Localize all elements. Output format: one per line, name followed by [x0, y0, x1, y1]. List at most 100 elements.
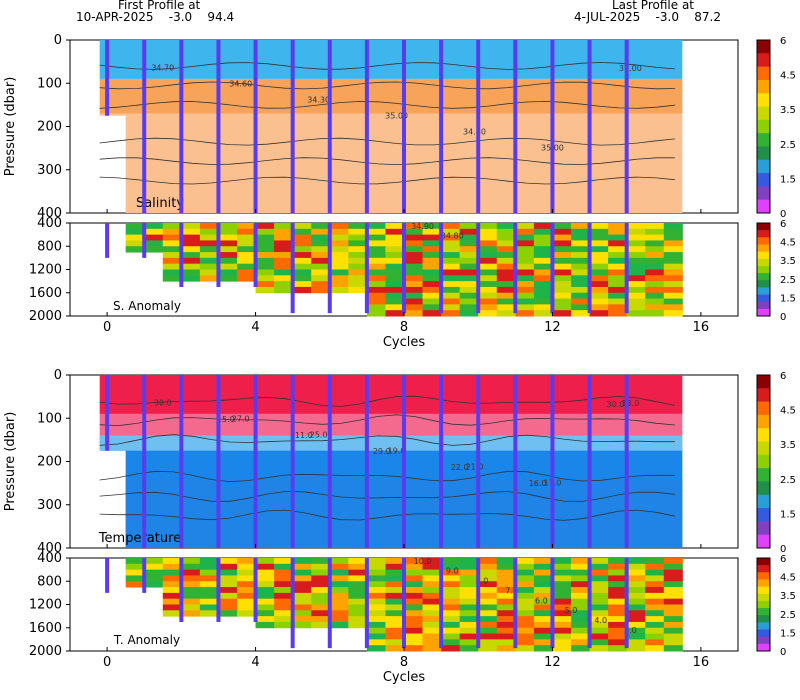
y-tick-label: 0: [54, 33, 62, 48]
anomaly-cell: [515, 610, 535, 617]
anomaly-cell: [645, 310, 665, 317]
anomaly-cell: [329, 234, 349, 241]
anomaly-cell: [552, 639, 572, 646]
anomaly-cell: [441, 257, 461, 265]
anomaly-cell: [292, 558, 312, 565]
anomaly-cell: [571, 569, 591, 576]
anomaly-cell: [478, 639, 498, 646]
anomaly-cell: [144, 575, 164, 582]
anomaly-cell: [404, 263, 424, 270]
colorbar-label: 3.5: [780, 440, 796, 451]
anomaly-cell: [645, 598, 665, 605]
anomaly-cell: [589, 569, 609, 576]
anomaly-cell: [218, 558, 238, 565]
anomaly-cell: [571, 275, 591, 282]
anomaly-cell: [626, 269, 646, 276]
contour-line-salinity-section: [99, 100, 675, 109]
anomaly-cell: [533, 304, 553, 311]
anomaly-cell: [515, 645, 535, 652]
anomaly-cell: [144, 569, 164, 576]
anomaly-cell: [385, 263, 405, 270]
anomaly-cell: [255, 240, 275, 247]
anomaly-cell: [404, 257, 424, 265]
anomaly-cell: [348, 604, 368, 611]
anomaly-cell: [663, 310, 683, 317]
anomaly-cell: [255, 223, 275, 230]
anomaly-cell: [329, 246, 349, 253]
anomaly-cell: [571, 633, 591, 640]
anomaly-cell: [626, 569, 646, 576]
anomaly-cell: [608, 621, 628, 629]
anomaly-cell: [181, 587, 201, 594]
contour-label: 27.0: [232, 414, 250, 423]
y-tick-label: 2000: [29, 309, 62, 324]
anomaly-cell: [162, 228, 182, 236]
contour-label: 3.0: [624, 626, 637, 635]
anomaly-cell: [329, 581, 349, 588]
anomaly-cell: [663, 627, 683, 635]
anomaly-cell: [552, 223, 572, 230]
anomaly-cell: [459, 575, 479, 582]
anomaly-cell: [125, 223, 145, 230]
anomaly-cell: [255, 621, 275, 629]
anomaly-cell: [533, 269, 553, 276]
anomaly-cell: [589, 263, 609, 270]
anomaly-cell: [255, 592, 275, 600]
anomaly-cell: [274, 246, 294, 253]
anomaly-cell: [626, 240, 646, 247]
x-axis-title: Cycles: [383, 670, 426, 685]
x-tick-label: 12: [544, 655, 561, 670]
anomaly-cell: [404, 645, 424, 652]
anomaly-cell: [218, 275, 238, 282]
anomaly-cell: [385, 558, 405, 565]
anomaly-cell: [292, 598, 312, 605]
anomaly-cell: [478, 257, 498, 265]
colorbar-swatch: [757, 454, 770, 469]
anomaly-cell: [366, 228, 386, 236]
anomaly-cell: [366, 263, 386, 270]
anomaly-cell: [496, 621, 516, 629]
contour-line-salinity-section: [99, 137, 675, 146]
anomaly-cell: [496, 275, 516, 282]
anomaly-cell: [329, 263, 349, 270]
anomaly-cell: [422, 592, 442, 600]
anomaly-cell: [218, 252, 238, 259]
anomaly-cell: [459, 598, 479, 605]
anomaly-cell: [311, 252, 331, 259]
anomaly-cell: [496, 592, 516, 600]
anomaly-cell: [422, 240, 442, 247]
colorbar-label: 0: [780, 647, 786, 658]
anomaly-cell: [181, 275, 201, 282]
anomaly-cell: [385, 234, 405, 241]
contour-label: 30.0: [154, 398, 172, 407]
anomaly-cell: [552, 286, 572, 294]
anomaly-cell: [441, 627, 461, 635]
anomaly-cell: [478, 621, 498, 629]
anomaly-cell: [626, 234, 646, 241]
anomaly-cell: [404, 240, 424, 247]
x-tick-label: 8: [400, 655, 408, 670]
anomaly-cell: [366, 286, 386, 294]
colorbar-swatch: [757, 223, 770, 231]
contour-line-salinity-section: [99, 176, 675, 185]
contour-label: 34.60: [229, 79, 252, 88]
contour-label: 16.0: [529, 479, 547, 488]
anomaly-cell: [237, 223, 257, 230]
colorbar-label: 1.5: [780, 509, 796, 520]
anomaly-cell: [237, 263, 257, 270]
contour-label: 8.0: [476, 577, 489, 586]
anomaly-cell: [274, 252, 294, 259]
anomaly-cell: [162, 269, 182, 276]
anomaly-cell: [385, 645, 405, 652]
anomaly-cell: [422, 269, 442, 276]
anomaly-cell: [404, 275, 424, 282]
anomaly-cell: [533, 627, 553, 635]
anomaly-cell: [608, 286, 628, 294]
anomaly-cell: [515, 592, 535, 600]
anomaly-cell: [181, 558, 201, 565]
anomaly-cell: [366, 639, 386, 646]
contour-line-temperature-section: [99, 470, 675, 483]
y-tick-label: 400: [37, 551, 62, 566]
anomaly-cell: [329, 604, 349, 611]
anomaly-cell: [441, 581, 461, 588]
